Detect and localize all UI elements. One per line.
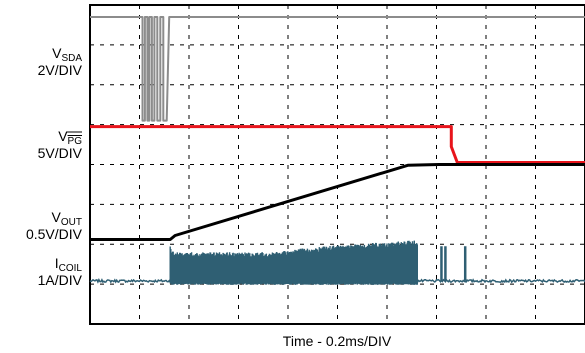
channel-name: VOUT: [52, 209, 82, 228]
channel-name: VPG: [58, 128, 82, 147]
x-axis-caption: Time - 0.2ms/DIV: [283, 333, 392, 349]
channel-scale: 0.5V/DIV: [26, 226, 83, 242]
channel-scale: 2V/DIV: [38, 62, 83, 78]
trace-vout: [90, 163, 585, 241]
channel-scale: 5V/DIV: [38, 145, 83, 161]
trace-vsda: [90, 16, 585, 122]
trace-vpg: [90, 125, 585, 164]
channel-name: ICOIL: [55, 255, 83, 274]
channel-name: VSDA: [52, 45, 82, 64]
coil-switching-burst: [169, 240, 418, 285]
channel-scale: 1A/DIV: [38, 272, 83, 288]
scope-traces: [89, 16, 585, 285]
scope-grid: [90, 5, 585, 324]
trace-icoil: [89, 240, 585, 285]
